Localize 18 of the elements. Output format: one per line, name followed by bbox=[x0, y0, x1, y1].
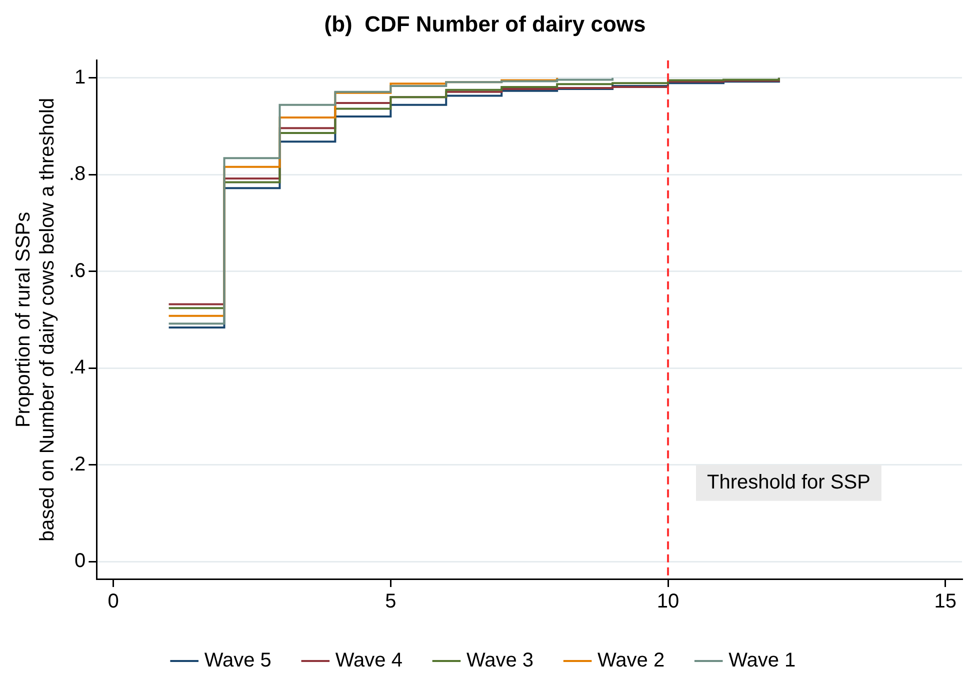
legend-label: Wave 5 bbox=[204, 650, 272, 672]
x-tick-label: 5 bbox=[385, 590, 396, 613]
x-tick-label: 15 bbox=[934, 590, 956, 613]
legend-label: Wave 2 bbox=[598, 650, 665, 672]
y-tick-label: 0 bbox=[74, 550, 86, 572]
legend-label: Wave 3 bbox=[466, 650, 534, 672]
x-tick-label: 10 bbox=[656, 590, 680, 613]
ref-line-label: Threshold for SSP bbox=[707, 471, 870, 494]
y-tick-label: .4 bbox=[68, 356, 86, 379]
chart-title: (b) CDF Number of dairy cows bbox=[324, 11, 646, 36]
y-axis-title: Proportion of rural SSPs based on Number of dairy cows below a threshold bbox=[12, 98, 59, 542]
legend-label: Wave 4 bbox=[335, 650, 402, 672]
y-tick-label: .6 bbox=[68, 260, 86, 282]
x-tick-label: 0 bbox=[108, 590, 119, 613]
y-tick-label: .2 bbox=[68, 453, 86, 476]
legend-label: Wave 1 bbox=[728, 650, 796, 672]
y-tick-label: .8 bbox=[68, 163, 86, 186]
y-tick-label: 1 bbox=[74, 66, 86, 88]
